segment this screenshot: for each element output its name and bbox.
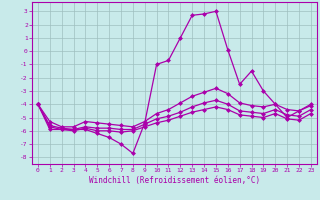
X-axis label: Windchill (Refroidissement éolien,°C): Windchill (Refroidissement éolien,°C) — [89, 176, 260, 185]
